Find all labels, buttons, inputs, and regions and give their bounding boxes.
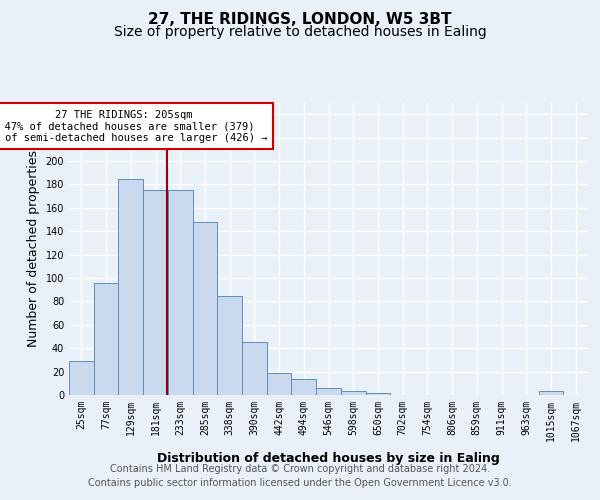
- Bar: [94, 282, 118, 395]
- Bar: [341, 392, 365, 395]
- Text: Size of property relative to detached houses in Ealing: Size of property relative to detached ho…: [113, 25, 487, 39]
- Bar: [267, 373, 292, 395]
- Bar: [69, 361, 94, 395]
- Bar: [143, 190, 168, 395]
- Bar: [242, 342, 267, 395]
- Bar: [292, 378, 316, 395]
- Y-axis label: Number of detached properties: Number of detached properties: [27, 150, 40, 348]
- Text: 27, THE RIDINGS, LONDON, W5 3BT: 27, THE RIDINGS, LONDON, W5 3BT: [148, 12, 452, 28]
- Bar: [168, 190, 193, 395]
- Bar: [316, 388, 341, 395]
- Bar: [365, 392, 390, 395]
- Bar: [193, 222, 217, 395]
- Text: 27 THE RIDINGS: 205sqm
← 47% of detached houses are smaller (379)
53% of semi-de: 27 THE RIDINGS: 205sqm ← 47% of detached…: [0, 110, 267, 142]
- Bar: [539, 392, 563, 395]
- Text: Contains HM Land Registry data © Crown copyright and database right 2024.
Contai: Contains HM Land Registry data © Crown c…: [88, 464, 512, 487]
- X-axis label: Distribution of detached houses by size in Ealing: Distribution of detached houses by size …: [157, 452, 500, 465]
- Bar: [118, 178, 143, 395]
- Bar: [217, 296, 242, 395]
